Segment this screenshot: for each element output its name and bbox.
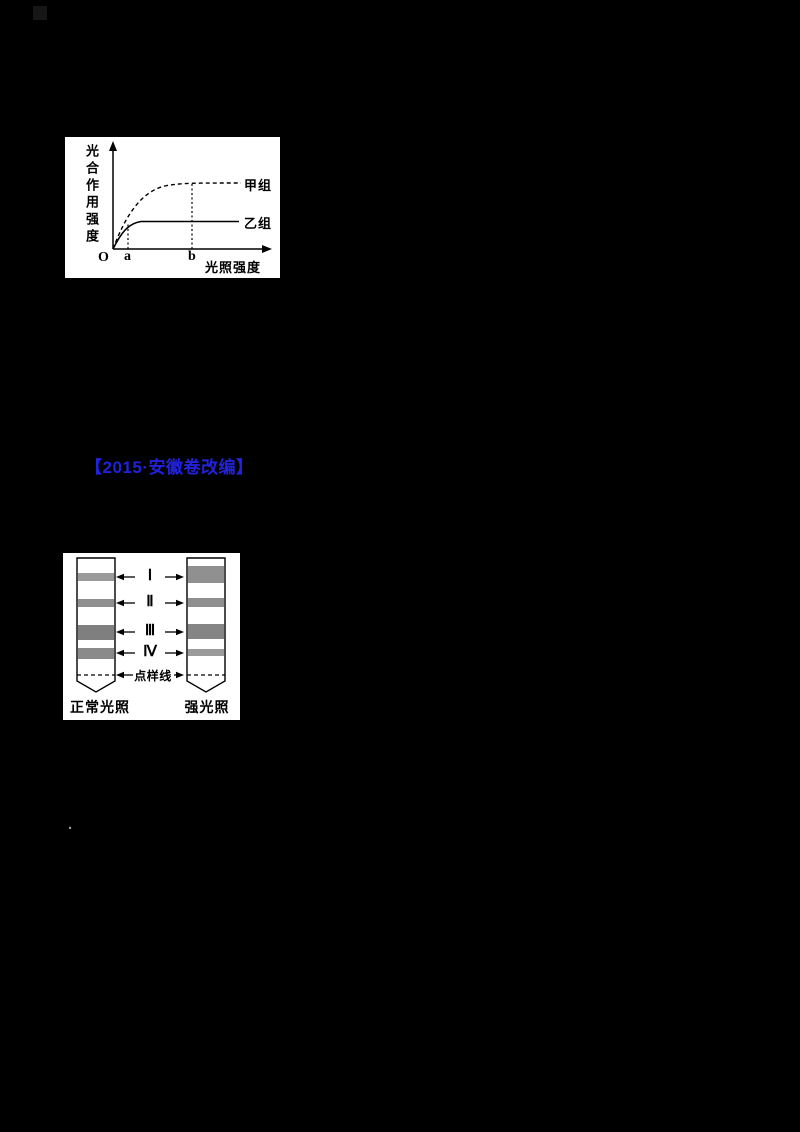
question-source-heading: 【2015·安徽卷改编】 xyxy=(85,458,254,477)
left-arrow-icon xyxy=(116,671,124,679)
left-arrow-icon xyxy=(116,649,124,657)
x-axis-label: 光照强度 xyxy=(205,260,262,275)
left-band-3 xyxy=(77,625,115,640)
right-band-2 xyxy=(187,598,225,607)
y-axis-label: 光合作用强度 xyxy=(84,144,99,246)
series-yi-label: 乙组 xyxy=(244,216,273,231)
strong-light-caption: 强光照 xyxy=(184,699,230,715)
right-band-3 xyxy=(187,624,225,639)
left-band-2 xyxy=(77,599,115,607)
band-label-1: Ⅰ xyxy=(147,568,153,584)
right-band-1 xyxy=(187,566,225,583)
band-label-3: Ⅲ xyxy=(144,623,156,639)
left-arrow-icon xyxy=(116,628,124,636)
corner-mark xyxy=(33,6,47,20)
series-jia-label: 甲组 xyxy=(244,178,273,193)
left-band-1 xyxy=(77,573,115,581)
left-arrow-icon xyxy=(116,599,124,607)
graph-axes-and-curves xyxy=(109,141,272,253)
left-band-4 xyxy=(77,648,115,659)
right-arrow-icon xyxy=(176,628,184,636)
normal-light-caption: 正常光照 xyxy=(70,699,130,715)
sample-line-label: 点样线 xyxy=(134,669,172,683)
x-axis-arrow-icon xyxy=(262,245,272,253)
y-axis-arrow-icon xyxy=(109,141,117,151)
left-arrow-icon xyxy=(116,573,124,581)
chromatography-strips xyxy=(76,557,226,693)
right-arrow-icon xyxy=(176,649,184,657)
curve-jia-dashed xyxy=(112,182,242,250)
band-label-4: Ⅳ xyxy=(143,644,157,660)
right-arrow-icon xyxy=(176,671,184,679)
right-band-4 xyxy=(187,649,225,656)
right-arrow-icon xyxy=(176,599,184,607)
photosynthesis-light-graph: 光合作用强度 光照强度 O a b 甲组 乙组 xyxy=(65,137,280,278)
origin-label: O xyxy=(98,250,109,265)
stray-period: . xyxy=(68,816,73,833)
tick-b-label: b xyxy=(188,249,196,264)
curve-yi-solid xyxy=(112,220,239,250)
right-arrow-icon xyxy=(176,573,184,581)
chromatography-figure: Ⅰ Ⅱ Ⅲ Ⅳ 点样线 正常光照 强光照 xyxy=(63,553,240,720)
band-label-2: Ⅱ xyxy=(146,594,154,610)
tick-a-label: a xyxy=(124,249,131,264)
